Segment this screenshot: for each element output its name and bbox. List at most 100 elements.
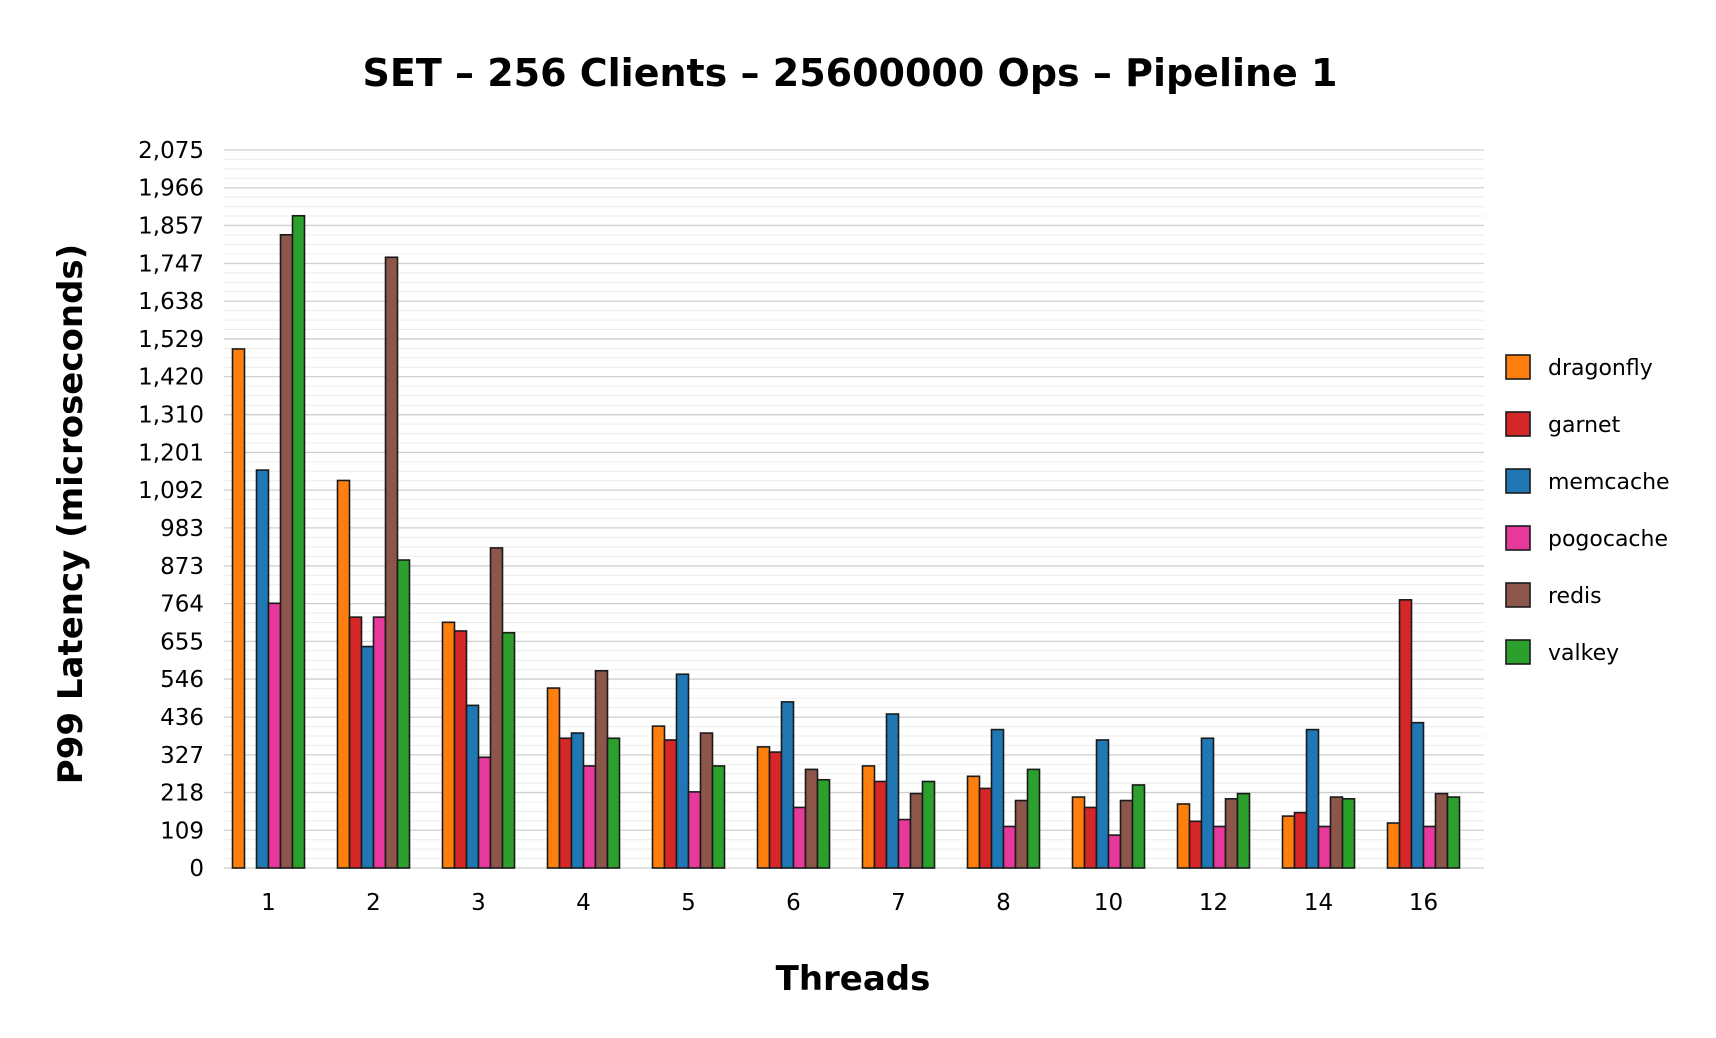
bar-redis-8 (1014, 799, 1029, 869)
bar-valkey-3 (501, 631, 516, 869)
bar-garnet-10 (1083, 806, 1098, 869)
bar-pogocache-6 (792, 806, 807, 869)
bar-redis-7 (909, 792, 924, 869)
bar-pogocache-14 (1317, 825, 1332, 869)
bar-memcache-2 (360, 645, 375, 869)
y-tick-label: 1,092 (138, 478, 204, 504)
bar-memcache-14 (1305, 728, 1320, 869)
legend-swatch-memcache (1505, 468, 1531, 494)
bar-pogocache-3 (477, 756, 492, 869)
bar-garnet-2 (348, 616, 363, 869)
bar-memcache-7 (885, 713, 900, 869)
x-tick-label: 1 (261, 890, 276, 916)
chart-title: SET – 256 Clients – 25600000 Ops – Pipel… (363, 51, 1338, 95)
bar-dragonfly-3 (441, 621, 456, 869)
legend-swatch-pogocache (1505, 525, 1531, 551)
bar-garnet-5 (663, 739, 678, 869)
bar-garnet-3 (453, 630, 468, 869)
bar-memcache-3 (465, 704, 480, 869)
bar-redis-2 (384, 256, 399, 869)
bar-memcache-16 (1410, 721, 1425, 869)
y-tick-labels: 0 109 218 327 436 546 655 764 873 983 1,092 1,201 1,… (138, 138, 204, 882)
bar-redis-16 (1434, 792, 1449, 869)
bar-valkey-5 (711, 765, 726, 869)
legend-swatch-valkey (1505, 639, 1531, 665)
y-tick-label: 0 (189, 856, 204, 882)
y-tick-label: 983 (160, 516, 204, 542)
bar-pogocache-2 (372, 616, 387, 869)
legend-label-dragonfly: dragonfly (1548, 356, 1653, 381)
bar-redis-3 (489, 547, 504, 869)
y-tick-label: 546 (160, 667, 204, 693)
legend-label-garnet: garnet (1548, 413, 1621, 438)
bar-pogocache-16 (1422, 825, 1437, 869)
y-tick-label: 764 (160, 592, 204, 618)
grid-layer (224, 149, 1484, 869)
bar-valkey-8 (1026, 768, 1041, 869)
x-tick-label: 7 (891, 890, 906, 916)
bar-garnet-7 (873, 780, 888, 869)
x-tick-label: 8 (996, 890, 1011, 916)
bar-redis-12 (1224, 797, 1239, 869)
y-tick-label: 873 (160, 554, 204, 580)
bar-garnet-4 (558, 737, 573, 869)
y-tick-label: 218 (160, 781, 204, 807)
bar-valkey-12 (1236, 792, 1251, 869)
y-tick-label: 327 (160, 743, 204, 769)
legend-swatch-garnet (1505, 411, 1531, 437)
bar-garnet-16 (1398, 599, 1413, 869)
x-tick-labels: 1 2 3 4 5 6 7 8 10 12 14 16 (261, 890, 1438, 916)
y-tick-label: 1,310 (138, 403, 204, 429)
bar-redis-6 (804, 768, 819, 869)
legend-swatch-dragonfly (1505, 354, 1531, 380)
y-tick-label: 2,075 (138, 138, 204, 164)
bar-redis-1 (279, 233, 294, 869)
bar-garnet-14 (1293, 811, 1308, 869)
y-axis-title: P99 Latency (microseconds) (51, 244, 91, 784)
bar-pogocache-7 (897, 818, 912, 869)
bars-layer (231, 214, 1461, 869)
y-tick-label: 1,966 (138, 176, 204, 202)
bar-memcache-10 (1095, 739, 1110, 869)
bar-dragonfly-14 (1281, 815, 1296, 869)
x-tick-label: 12 (1199, 890, 1228, 916)
bar-valkey-6 (816, 778, 831, 869)
y-tick-label: 1,638 (138, 289, 204, 315)
bar-garnet-8 (978, 787, 993, 869)
legend-label-memcache: memcache (1548, 470, 1670, 495)
legend-label-pogocache: pogocache (1548, 527, 1668, 552)
bar-memcache-6 (780, 701, 795, 869)
x-tick-label: 10 (1094, 890, 1123, 916)
bar-pogocache-5 (687, 791, 702, 869)
y-tick-label: 655 (160, 629, 204, 655)
x-tick-label: 3 (471, 890, 486, 916)
bar-valkey-10 (1131, 784, 1146, 869)
bar-dragonfly-4 (546, 687, 561, 869)
bar-valkey-14 (1341, 797, 1356, 869)
bar-valkey-7 (921, 780, 936, 869)
bar-pogocache-8 (1002, 825, 1017, 869)
bar-dragonfly-16 (1386, 822, 1401, 869)
bar-dragonfly-7 (861, 765, 876, 869)
bar-memcache-5 (675, 673, 690, 869)
x-tick-label: 16 (1409, 890, 1438, 916)
bar-dragonfly-8 (966, 775, 981, 869)
bar-dragonfly-5 (651, 725, 666, 869)
bar-redis-14 (1329, 796, 1344, 869)
legend-label-valkey: valkey (1548, 641, 1619, 666)
bar-dragonfly-6 (756, 746, 771, 869)
bar-valkey-4 (606, 737, 621, 869)
bar-dragonfly-2 (336, 479, 351, 869)
y-tick-label: 1,420 (138, 365, 204, 391)
bar-dragonfly-10 (1071, 796, 1086, 869)
bar-valkey-1 (291, 214, 306, 869)
y-tick-label: 1,529 (138, 327, 204, 353)
x-tick-label: 2 (366, 890, 381, 916)
bar-redis-5 (699, 732, 714, 869)
legend-label-redis: redis (1548, 584, 1602, 609)
bar-valkey-16 (1446, 796, 1461, 869)
bar-memcache-1 (255, 469, 270, 869)
bar-redis-10 (1119, 799, 1134, 869)
bar-redis-4 (594, 669, 609, 869)
